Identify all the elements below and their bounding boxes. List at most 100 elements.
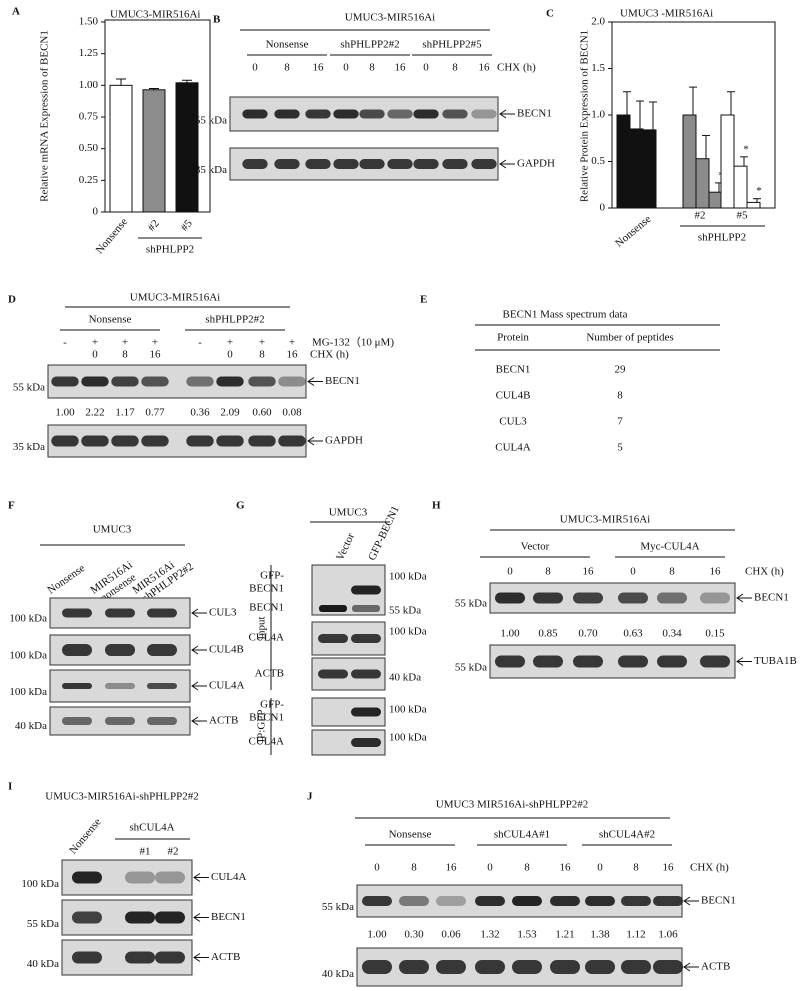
band <box>512 960 542 974</box>
band <box>512 896 542 906</box>
band <box>81 435 109 447</box>
band <box>147 717 177 725</box>
quantification: 0.30 <box>404 929 424 941</box>
size-marker: 40 kDa <box>15 720 47 732</box>
time-label: 0 <box>252 62 258 74</box>
band <box>399 960 429 974</box>
time-label: 8 <box>122 349 128 361</box>
time-label: 16 <box>663 862 675 874</box>
size-marker: 100 kDa <box>389 571 427 583</box>
band <box>436 960 466 974</box>
time-label: 0 <box>423 62 429 74</box>
group-label: shPHLPP2#5 <box>422 39 482 51</box>
time-label: 0 <box>507 566 513 578</box>
band <box>351 585 381 595</box>
time-label: 8 <box>524 862 530 874</box>
protein-label: CUL3 <box>209 607 237 619</box>
time-label: 0 <box>487 862 493 874</box>
quantification: 1.00 <box>500 628 520 640</box>
band <box>657 592 687 604</box>
protein-label: GAPDH <box>325 435 363 447</box>
y-tick-label: 1.0 <box>591 109 605 121</box>
size-marker: 100 kDa <box>389 732 427 744</box>
treatment-sign: + <box>152 337 158 349</box>
y-tick-label: 0.75 <box>79 111 99 123</box>
label: CUL4A <box>249 736 285 748</box>
y-tick-label: 1.00 <box>79 79 99 91</box>
quantification: 0.70 <box>578 628 598 640</box>
band <box>248 435 276 447</box>
panel-letter: C <box>546 8 554 20</box>
band <box>318 738 348 747</box>
significance-label: * <box>743 143 749 155</box>
y-tick-label: 2.0 <box>591 16 605 28</box>
band <box>186 376 214 387</box>
protein-label: TUBA1B <box>754 655 797 667</box>
table-cell: BECN1 <box>496 364 531 376</box>
quantification: 0.08 <box>282 407 302 419</box>
table-cell: 5 <box>617 442 623 454</box>
quantification: 2.22 <box>85 407 104 419</box>
band <box>51 435 79 447</box>
time-label: 8 <box>284 62 290 74</box>
protein-label: BECN1 <box>325 375 360 387</box>
protein-label: ACTB <box>211 951 240 963</box>
band <box>319 605 347 612</box>
band <box>105 717 135 725</box>
band <box>62 717 92 725</box>
treatment-sign: - <box>63 337 67 349</box>
band <box>573 592 603 604</box>
band <box>700 655 730 668</box>
quantification: 1.38 <box>590 929 610 941</box>
protein-label: ACTB <box>209 715 238 727</box>
band <box>274 159 300 169</box>
quantification: 0.60 <box>252 407 272 419</box>
time-label: 0 <box>374 862 380 874</box>
band <box>621 960 651 974</box>
table-cell: 8 <box>617 390 623 402</box>
quantification: 0.15 <box>705 628 725 640</box>
bar <box>695 158 710 209</box>
band <box>352 605 380 612</box>
panel-letter: D <box>8 294 16 306</box>
time-label: 0 <box>227 349 233 361</box>
band <box>359 159 385 169</box>
time-label: 16 <box>583 566 595 578</box>
label: BECN1 <box>249 602 284 614</box>
panel-title: UMUC3-MIR516Ai <box>345 12 435 24</box>
time-axis-label: CHX (h) <box>310 349 349 361</box>
x-tick-label: #5 <box>179 217 196 234</box>
column-label: #2 <box>168 846 179 858</box>
treatment-sign: + <box>92 337 98 349</box>
quantification: 1.32 <box>480 929 499 941</box>
panel-letter: B <box>213 14 221 26</box>
group-label: shCUL4A#2 <box>599 829 655 841</box>
table-cell: CUL4B <box>496 390 531 402</box>
label: BECN1 <box>249 583 284 595</box>
panel-title: UMUC3-MIR516Ai <box>560 514 650 526</box>
band <box>362 896 392 906</box>
time-label: 8 <box>633 862 639 874</box>
band <box>471 109 497 119</box>
treatment-sign: - <box>198 337 202 349</box>
panel-letter: H <box>432 500 441 512</box>
panel-title: UMUC3 MIR516Ai-shPHLPP2#2 <box>436 799 589 811</box>
size-marker: 40 kDa <box>322 968 354 980</box>
band <box>621 896 651 906</box>
band <box>585 960 615 974</box>
band <box>436 896 466 906</box>
quantification: 0.36 <box>190 407 210 419</box>
band <box>125 951 155 964</box>
column-label: GFP-BECN1 <box>366 504 402 562</box>
band <box>351 707 381 717</box>
band <box>471 159 497 169</box>
band <box>573 655 603 668</box>
treatment-sign: + <box>122 337 128 349</box>
x-tick-label: #5 <box>737 210 749 222</box>
band <box>442 109 468 119</box>
panel-letter: I <box>8 781 12 793</box>
quantification: 0.77 <box>145 407 165 419</box>
label: GFP- <box>260 570 284 582</box>
blot <box>489 582 736 614</box>
